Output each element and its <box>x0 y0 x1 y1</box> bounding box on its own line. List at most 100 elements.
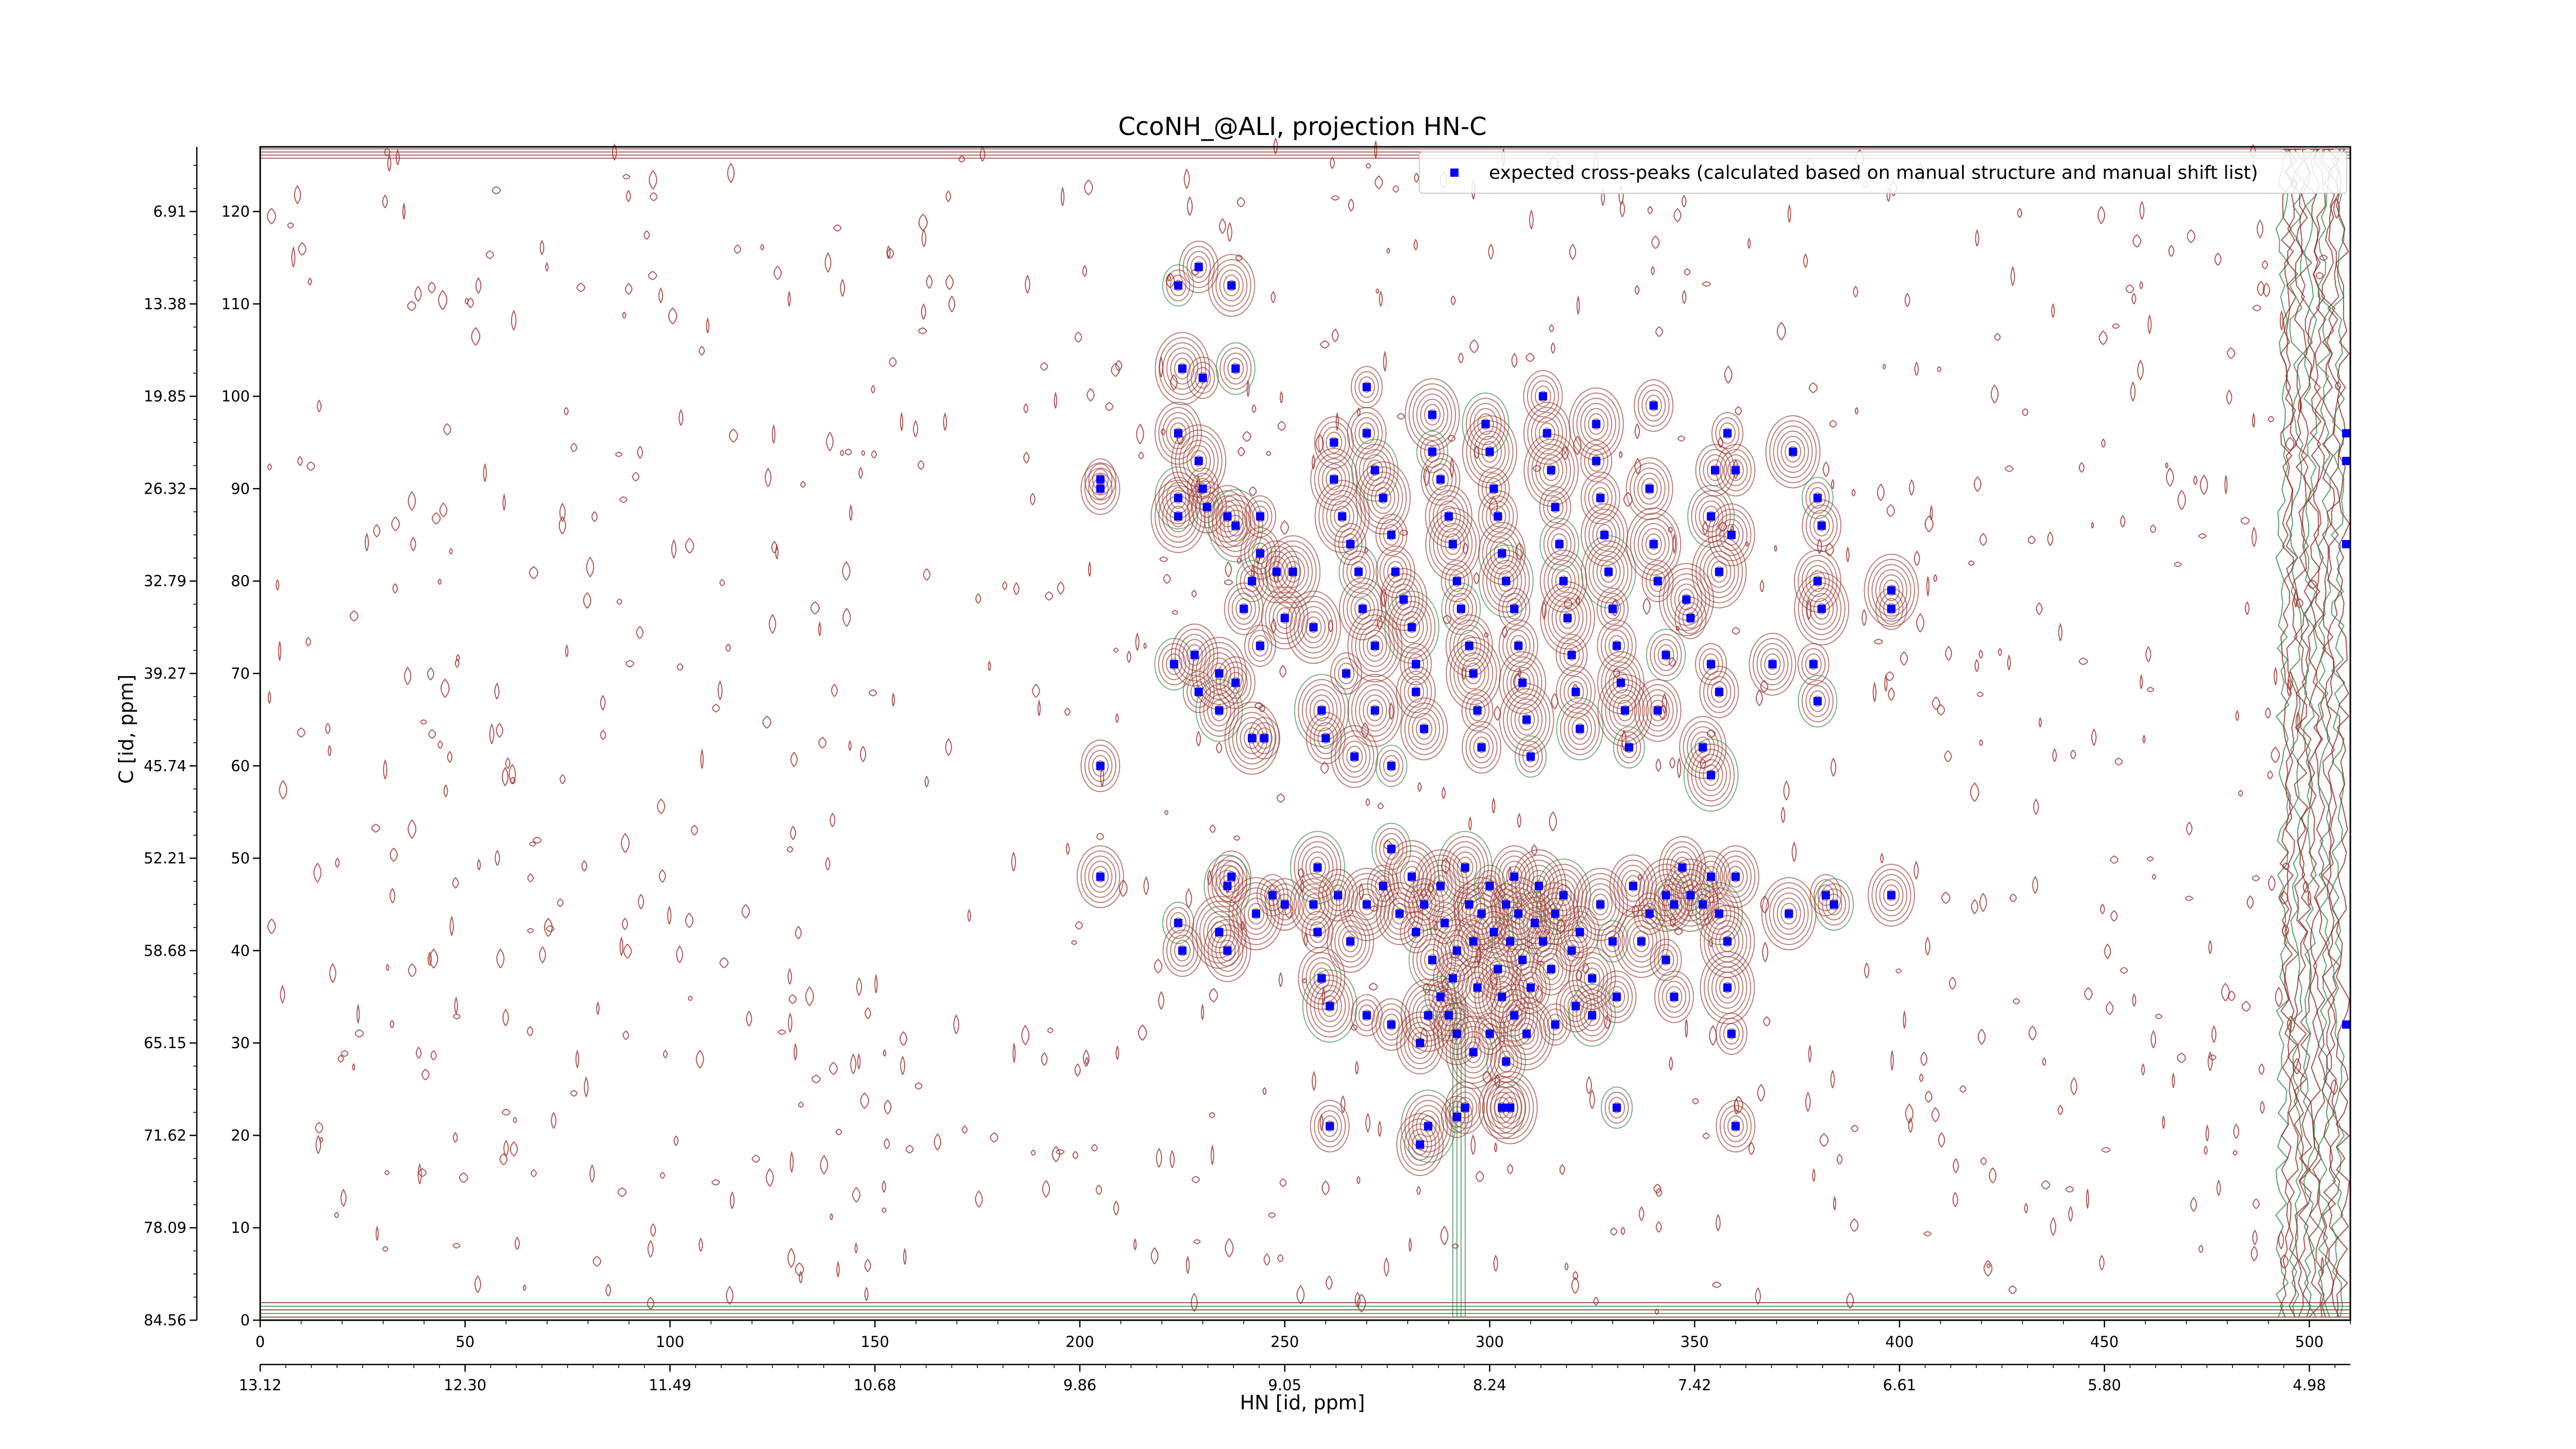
noise-contour <box>1776 322 1786 341</box>
noise-contour <box>794 1262 804 1276</box>
cross-peak-point <box>1699 743 1707 752</box>
noise-contour <box>1569 243 1577 260</box>
peak-contour <box>1469 898 1494 930</box>
cross-peak-point <box>1559 891 1568 900</box>
peak-contour <box>1223 352 1248 385</box>
noise-contour <box>1021 1024 1030 1046</box>
peak-contour <box>1190 450 1207 472</box>
peak-contour <box>1203 911 1235 953</box>
peak-contour <box>1354 888 1379 921</box>
peak-contour <box>1515 735 1547 778</box>
cross-peak-point <box>1502 577 1511 585</box>
peak-contour <box>1600 561 1617 583</box>
noise-contour <box>1296 1285 1305 1304</box>
noise-contour <box>1550 342 1555 354</box>
noise-contour <box>1851 1124 1859 1133</box>
noise-contour <box>1476 945 1481 965</box>
peak-contour <box>1391 583 1416 616</box>
noise-contour <box>1427 882 1434 894</box>
peak-contour <box>1248 537 1273 569</box>
noise-contour <box>1613 668 1620 679</box>
y-tick-label: 0 <box>241 1311 250 1329</box>
noise-contour <box>1441 857 1450 874</box>
cross-peak-point <box>1428 955 1437 964</box>
cross-peak-point <box>1510 1011 1519 1020</box>
cross-peak-point <box>1522 715 1531 724</box>
peak-contour <box>1408 1128 1432 1161</box>
noise-contour <box>2022 408 2029 416</box>
noise-contour <box>427 951 432 966</box>
noise-contour <box>1225 1238 1234 1257</box>
noise-contour <box>382 194 388 208</box>
noise-contour <box>509 763 516 784</box>
cross-peak-point <box>1653 706 1662 715</box>
noise-contour <box>495 849 500 866</box>
peak-contour <box>1198 496 1215 518</box>
peak-contour <box>1572 989 1612 1042</box>
peak-contour <box>1502 861 1527 893</box>
secondary-y-tick-label: 6.91 <box>153 203 187 221</box>
noise-contour <box>382 1246 388 1252</box>
cross-peak-point <box>1588 1011 1597 1020</box>
peak-contour <box>1584 883 1617 926</box>
noise-contour <box>1684 268 1691 276</box>
peak-contour <box>1547 496 1564 518</box>
noise-contour <box>2294 589 2298 608</box>
noise-contour <box>1255 702 1263 710</box>
secondary-y-tick-label: 26.32 <box>144 480 187 497</box>
cross-peak-point <box>1313 863 1322 872</box>
peak-contour <box>1809 690 1826 712</box>
noise-contour <box>625 282 633 295</box>
peak-contour <box>1498 587 1531 630</box>
noise-contour <box>623 943 632 959</box>
noise-contour <box>1335 413 1339 431</box>
noise-contour <box>1662 693 1667 714</box>
noise-contour <box>307 461 315 471</box>
cross-peak-point <box>1768 660 1777 668</box>
noise-contour <box>356 1003 360 1023</box>
noise-contour <box>1064 707 1071 716</box>
noise-contour <box>2141 1063 2145 1076</box>
peak-contour <box>1785 441 1802 463</box>
noise-contour <box>600 730 606 740</box>
noise-contour <box>315 1122 324 1134</box>
noise-contour <box>384 147 391 157</box>
peak-contour <box>1510 666 1535 699</box>
noise-contour <box>945 190 952 203</box>
peak-contour <box>1547 1014 1564 1036</box>
peak-contour <box>1260 879 1285 912</box>
peak-contour <box>1814 878 1854 931</box>
peak-contour <box>1366 635 1383 657</box>
peak-contour <box>1621 870 1646 902</box>
peak-contour <box>1317 727 1334 749</box>
cross-peak-point <box>1202 503 1211 512</box>
peak-contour <box>1403 866 1420 888</box>
noise-contour <box>1706 729 1716 738</box>
peak-contour <box>1215 264 1248 307</box>
peak-contour <box>1719 1018 1744 1050</box>
noise-contour <box>449 548 453 555</box>
noise-contour <box>728 428 738 443</box>
noise-contour <box>408 819 417 839</box>
peak-contour <box>1538 422 1555 444</box>
cross-peak-point <box>1510 872 1519 881</box>
peak-contour <box>1366 699 1383 721</box>
noise-contour <box>514 1236 520 1250</box>
noise-contour <box>691 824 698 836</box>
peak-contour <box>1432 495 1465 538</box>
noise-contour <box>790 751 798 767</box>
peak-contour <box>1465 726 1498 769</box>
noise-contour <box>1277 420 1286 431</box>
noise-contour <box>522 1284 527 1291</box>
peak-contour <box>1403 648 1428 680</box>
peak-contour <box>1084 745 1116 787</box>
peak-contour <box>1162 902 1194 944</box>
peak-contour <box>1650 634 1682 677</box>
peak-contour <box>1456 856 1473 879</box>
peak-contour <box>1805 565 1830 597</box>
noise-contour <box>2114 757 2123 766</box>
peak-contour <box>1723 524 1740 546</box>
noise-contour <box>443 423 451 435</box>
noise-contour <box>918 460 925 470</box>
noise-contour <box>1619 200 1625 217</box>
